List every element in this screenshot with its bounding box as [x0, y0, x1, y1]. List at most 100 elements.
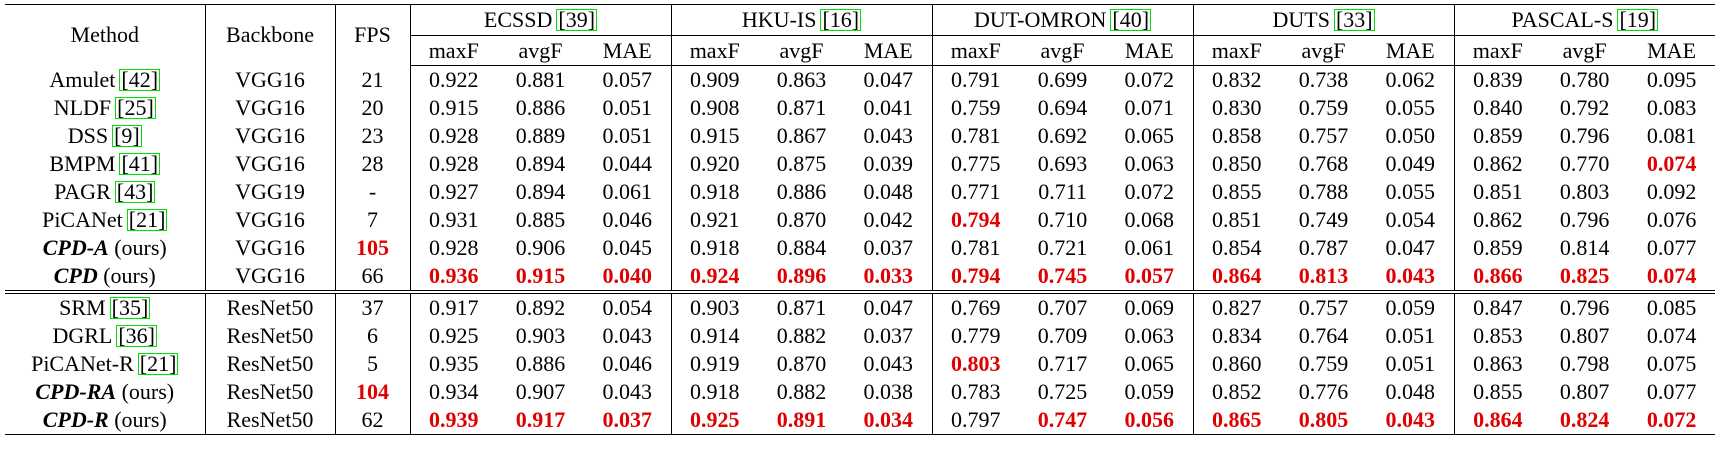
metric-header: MAE: [1367, 35, 1455, 66]
score-cell: 0.886: [515, 351, 566, 376]
dataset-name: DUT-OMRON: [973, 7, 1107, 32]
score-cell: 0.048: [1367, 378, 1455, 406]
score-cell: 0.771: [951, 179, 1001, 204]
score-cell: 0.903: [671, 290, 758, 322]
metric-row: maxF avgF MAE maxF avgF MAE maxF avgF MAE maxF avg…: [5, 35, 1716, 66]
score-cell: 0.050: [1367, 122, 1455, 150]
score-cell: 0.694: [1037, 95, 1088, 120]
score-cell: 0.051: [1367, 350, 1455, 378]
dataset-name: DUTS: [1272, 7, 1330, 32]
data-row: SRM [35] ResNet50 37 0.917 0.892 0.054 0.903 0.8…: [5, 290, 1716, 322]
score-cell: 0.046: [584, 350, 672, 378]
score-cell: 0.928: [429, 151, 479, 176]
score-cell: 0.871: [776, 95, 827, 120]
citation: [21]: [137, 351, 179, 376]
score-cell: 0.882: [776, 379, 827, 404]
citation: [35]: [109, 295, 151, 320]
score-cell: 0.038: [845, 378, 933, 406]
dataset-name: ECSSD: [483, 7, 553, 32]
score-cell: 0.917: [497, 406, 584, 435]
score-cell: 0.043: [1367, 262, 1455, 292]
score-cell: 0.860: [1212, 351, 1262, 376]
score-cell: 0.725: [1037, 379, 1088, 404]
score-cell: 0.039: [845, 150, 933, 178]
score-cell: 0.037: [584, 406, 672, 435]
score-cell: 0.710: [1037, 207, 1088, 232]
score-cell: 0.043: [584, 322, 672, 350]
score-cell: 0.850: [1212, 151, 1262, 176]
score-cell: 0.807: [1559, 379, 1610, 404]
fps-cell: 20: [335, 94, 411, 122]
score-cell: 0.051: [584, 122, 672, 150]
score-cell: 0.894: [515, 151, 566, 176]
fps-cell: 6: [335, 322, 411, 350]
method-name: CPD: [53, 263, 98, 288]
score-cell: 0.779: [951, 323, 1001, 348]
metric-header: maxF: [1193, 35, 1281, 66]
data-row: NLDF [25] VGG16 20 0.915 0.886 0.051 0.908 0.871…: [5, 94, 1715, 122]
score-cell: 0.781: [951, 235, 1001, 260]
score-cell: 0.924: [690, 263, 740, 288]
score-cell: 0.824: [1541, 406, 1629, 435]
score-cell: 0.054: [584, 290, 672, 322]
citation: [21]: [126, 207, 168, 232]
score-cell: 0.699: [1037, 67, 1088, 92]
score-cell: 0.866: [1473, 263, 1523, 288]
score-cell: 0.852: [1212, 379, 1262, 404]
method-cell: SRM [35]: [5, 290, 206, 322]
score-cell: 0.797: [932, 406, 1020, 435]
method-name: PiCANet-R: [31, 351, 134, 376]
score-cell: 0.863: [776, 67, 827, 92]
data-row: Amulet [42] VGG16 21 0.922 0.881 0.057 0.909 0.8…: [5, 65, 1715, 94]
method-suffix: (ours): [121, 379, 175, 404]
score-cell: 0.045: [584, 234, 672, 262]
score-cell: 0.896: [776, 263, 827, 288]
score-cell: 0.884: [776, 235, 827, 260]
method-cell: CPD-RA (ours): [5, 378, 206, 406]
method-name: DGRL: [52, 323, 113, 348]
score-cell: 0.059: [1367, 290, 1455, 322]
method-name: Amulet: [49, 66, 116, 92]
method-cell: Amulet [42]: [5, 65, 206, 94]
metric-header: maxF: [671, 35, 758, 66]
method-cell: CPD-R (ours): [5, 406, 206, 435]
score-cell: 0.803: [951, 351, 1001, 376]
score-cell: 0.862: [1473, 151, 1523, 176]
score-cell: 0.925: [429, 323, 479, 348]
table-body: Amulet [42] VGG16 21 0.922 0.881 0.057 0.909 0.8…: [5, 65, 1716, 435]
score-cell: 0.886: [515, 95, 566, 120]
score-cell: 0.034: [845, 406, 933, 435]
score-cell: 0.047: [1367, 234, 1455, 262]
method-name: PiCANet: [42, 207, 123, 232]
score-cell: 0.047: [845, 65, 933, 94]
citation: [9]: [112, 123, 142, 148]
dataset-header: HKU-IS [16]: [671, 4, 933, 36]
score-cell: 0.847: [1454, 290, 1542, 322]
score-cell: 0.792: [1559, 95, 1610, 120]
backbone-cell: ResNet50: [205, 290, 336, 322]
header-row: Method Backbone FPS ECSSD [39] HKU-IS [16] D…: [5, 4, 1716, 66]
score-cell: 0.077: [1646, 235, 1697, 260]
dataset-header: DUTS [33]: [1193, 4, 1455, 36]
score-cell: 0.709: [1037, 323, 1088, 348]
score-cell: 0.745: [1037, 263, 1088, 288]
score-cell: 0.939: [410, 406, 497, 435]
score-cell: 0.934: [429, 379, 479, 404]
fps-cell: 28: [335, 150, 411, 178]
score-cell: 0.759: [951, 95, 1001, 120]
score-cell: 0.693: [1037, 151, 1088, 176]
method-name: CPD-R: [42, 407, 109, 432]
fps-cell: -: [335, 178, 411, 206]
score-cell: 0.909: [690, 67, 740, 92]
metric-header: avgF: [497, 35, 584, 66]
score-cell: 0.776: [1298, 379, 1349, 404]
score-cell: 0.757: [1280, 290, 1368, 322]
method-name: CPD-A: [42, 235, 109, 260]
score-cell: 0.076: [1646, 207, 1697, 232]
method-cell: CPD (ours): [5, 262, 206, 292]
score-cell: 0.075: [1646, 351, 1697, 376]
score-cell: 0.891: [758, 406, 845, 435]
score-cell: 0.840: [1473, 95, 1523, 120]
score-cell: 0.915: [515, 263, 566, 288]
score-cell: 0.853: [1473, 323, 1523, 348]
